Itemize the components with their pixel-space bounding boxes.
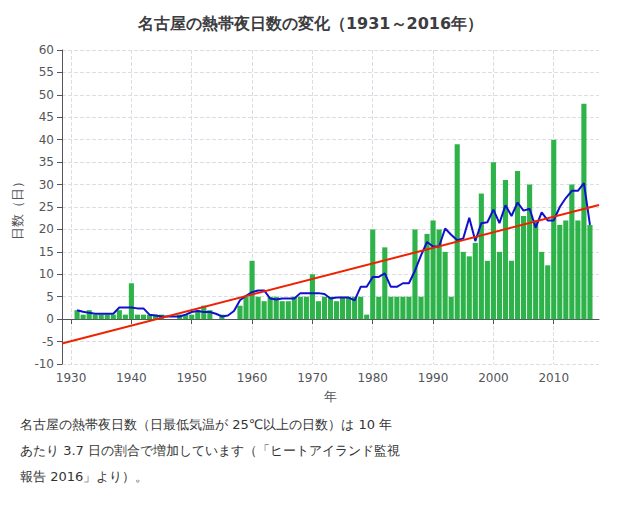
svg-text:55: 55 bbox=[39, 65, 54, 79]
svg-text:1950: 1950 bbox=[176, 371, 207, 385]
svg-text:あたり 3.7 日の割合で増加しています（「ヒートアイランド: あたり 3.7 日の割合で増加しています（「ヒートアイランド監視 bbox=[20, 443, 400, 458]
svg-text:報告 2016」より）。: 報告 2016」より）。 bbox=[20, 469, 148, 484]
svg-text:10: 10 bbox=[39, 267, 54, 281]
svg-text:2010: 2010 bbox=[538, 371, 569, 385]
svg-text:1970: 1970 bbox=[297, 371, 328, 385]
svg-text:-5: -5 bbox=[42, 335, 54, 349]
svg-text:-10: -10 bbox=[34, 357, 54, 371]
svg-text:1930: 1930 bbox=[56, 371, 87, 385]
svg-text:1940: 1940 bbox=[116, 371, 147, 385]
svg-text:45: 45 bbox=[39, 110, 54, 124]
svg-text:35: 35 bbox=[39, 155, 54, 169]
svg-text:名古屋の熱帯夜日数の変化（1931～2016年）: 名古屋の熱帯夜日数の変化（1931～2016年） bbox=[137, 14, 483, 33]
svg-text:50: 50 bbox=[39, 88, 54, 102]
svg-text:5: 5 bbox=[46, 290, 54, 304]
svg-text:1990: 1990 bbox=[418, 371, 449, 385]
svg-text:0: 0 bbox=[46, 312, 54, 326]
svg-text:20: 20 bbox=[39, 222, 54, 236]
svg-text:日数（日）: 日数（日） bbox=[10, 175, 25, 240]
svg-text:40: 40 bbox=[39, 133, 54, 147]
svg-text:30: 30 bbox=[39, 178, 54, 192]
svg-text:2000: 2000 bbox=[478, 371, 509, 385]
svg-text:名古屋の熱帯夜日数（日最低気温が 25℃以上の日数）は 10: 名古屋の熱帯夜日数（日最低気温が 25℃以上の日数）は 10 年 bbox=[20, 417, 392, 432]
svg-text:25: 25 bbox=[39, 200, 54, 214]
svg-text:15: 15 bbox=[39, 245, 54, 259]
svg-text:60: 60 bbox=[39, 43, 54, 57]
svg-text:年: 年 bbox=[324, 389, 337, 404]
svg-text:1980: 1980 bbox=[357, 371, 388, 385]
svg-text:1960: 1960 bbox=[237, 371, 268, 385]
